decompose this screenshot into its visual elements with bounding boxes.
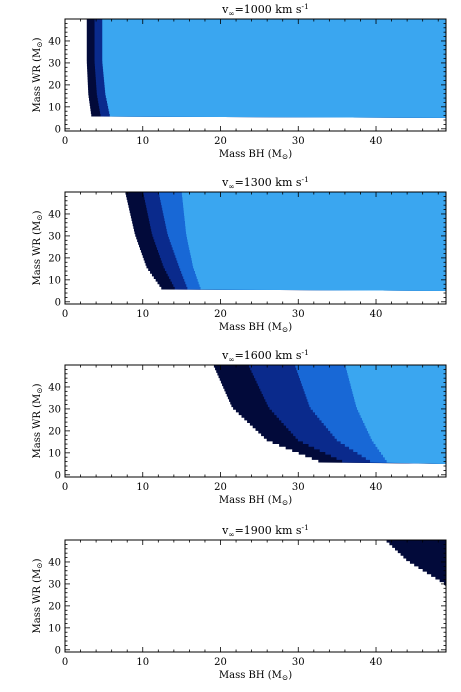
x-tick-label: 30	[292, 657, 305, 668]
y-tick-label: 40	[48, 36, 61, 47]
x-tick-label: 20	[214, 136, 227, 147]
y-tick-label: 10	[48, 275, 61, 286]
plot-frame	[64, 18, 447, 132]
x-tick-label: 0	[62, 482, 68, 493]
y-tick-label: 20	[48, 426, 61, 437]
region-band-4	[344, 365, 446, 464]
x-tick-label: 10	[136, 482, 149, 493]
ticks	[64, 365, 446, 477]
y-tick-label: 30	[48, 579, 61, 590]
x-tick-label: 10	[136, 309, 149, 320]
x-tick-label: 0	[62, 309, 68, 320]
panel-title: v∞=1300 km s-1	[221, 175, 309, 191]
x-tick-label: 20	[214, 482, 227, 493]
panel-title: v∞=1600 km s-1	[221, 348, 309, 364]
x-axis-label: Mass BH (M⊙)	[219, 149, 292, 161]
y-tick-label: 10	[48, 448, 61, 459]
plot-frame	[64, 364, 447, 478]
y-axis-label: Mass WR (M⊙)	[32, 210, 44, 285]
panel-title: v∞=1900 km s-1	[221, 523, 309, 539]
x-tick-label: 0	[62, 136, 68, 147]
x-tick-label: 40	[370, 136, 383, 147]
x-tick-label: 40	[370, 309, 383, 320]
x-tick-label: 30	[292, 309, 305, 320]
y-tick-label: 40	[48, 209, 61, 220]
x-tick-label: 10	[136, 657, 149, 668]
y-tick-label: 0	[55, 470, 61, 481]
x-tick-label: 40	[370, 657, 383, 668]
x-tick-label: 0	[62, 657, 68, 668]
region-band-3	[102, 19, 446, 118]
band-regions	[86, 19, 446, 118]
y-tick-label: 10	[48, 102, 61, 113]
y-axis-label: Mass WR (M⊙)	[32, 37, 44, 112]
y-tick-label: 40	[48, 557, 61, 568]
plot-frame	[64, 191, 447, 305]
region-band-4	[181, 192, 446, 291]
y-tick-label: 20	[48, 253, 61, 264]
y-tick-label: 0	[55, 645, 61, 656]
region-band-0	[383, 540, 446, 587]
x-tick-label: 30	[292, 482, 305, 493]
y-tick-label: 0	[55, 297, 61, 308]
y-tick-label: 0	[55, 124, 61, 135]
ticks	[64, 540, 446, 652]
x-tick-label: 20	[214, 657, 227, 668]
x-axis-label: Mass BH (M⊙)	[219, 495, 292, 507]
x-axis-label: Mass BH (M⊙)	[219, 670, 292, 682]
y-axis-label: Mass WR (M⊙)	[32, 383, 44, 458]
x-tick-label: 40	[370, 482, 383, 493]
ticks	[64, 19, 446, 131]
band-regions	[212, 365, 446, 464]
band-regions	[124, 192, 446, 291]
y-tick-label: 30	[48, 231, 61, 242]
y-tick-label: 30	[48, 404, 61, 415]
y-tick-label: 40	[48, 382, 61, 393]
x-axis-label: Mass BH (M⊙)	[219, 322, 292, 334]
panel-4: 0 10 20 30 40 0 10 20 30 40 v∞=1900 km s-1 Mass BH …	[32, 523, 447, 682]
band-regions	[383, 540, 446, 587]
x-tick-label: 30	[292, 136, 305, 147]
y-axis-label: Mass WR (M⊙)	[32, 558, 44, 633]
ticks	[64, 192, 446, 304]
panel-1: 0 10 20 30 40 0 10 20 30 40 v∞=1000 km s-1 Mass BH …	[32, 2, 447, 161]
panel-title: v∞=1000 km s-1	[221, 2, 309, 18]
panel-3: 0 10 20 30 40 0 10 20 30 40 v∞=1600 km s-1 Mass BH …	[32, 348, 447, 507]
x-tick-label: 10	[136, 136, 149, 147]
y-tick-label: 30	[48, 58, 61, 69]
panel-2: 0 10 20 30 40 0 10 20 30 40 v∞=1300 km s-1 Mass BH …	[32, 175, 447, 334]
y-tick-label: 10	[48, 623, 61, 634]
y-tick-label: 20	[48, 601, 61, 612]
plot-frame	[64, 539, 447, 653]
y-tick-label: 20	[48, 80, 61, 91]
x-tick-label: 20	[214, 309, 227, 320]
